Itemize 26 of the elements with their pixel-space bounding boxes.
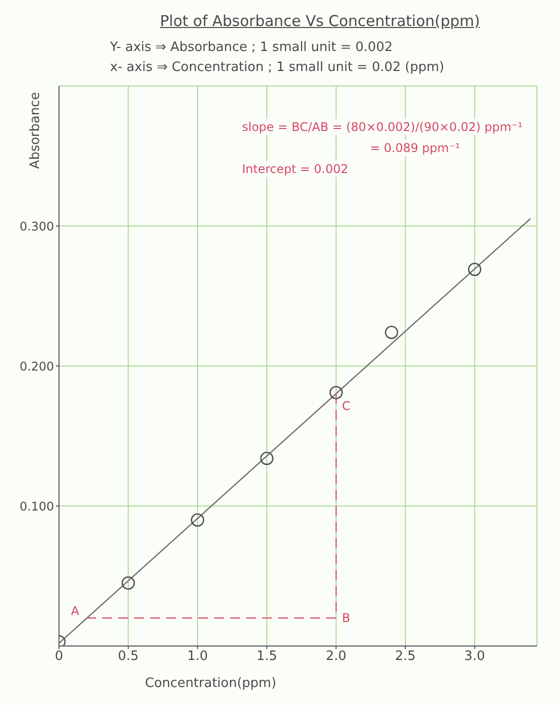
annotation: Intercept = 0.002 [240, 161, 350, 177]
y-tick-label: 0.300 [20, 219, 54, 234]
annotation: slope = BC/AB = (80×0.002)/(90×0.02) ppm⁻¹ [240, 119, 525, 135]
x-tick-label: 0.5 [118, 649, 139, 664]
chart-subtitle: Y- axis ⇒ Absorbance ; 1 small unit = 0.002 x- axis ⇒ Concentration ; 1 small unit = 0.02 (ppm) [110, 40, 444, 75]
x-tick-label: 0 [54, 649, 64, 664]
point [260, 452, 274, 466]
point [190, 513, 204, 527]
x-tick-label: 2.5 [395, 649, 416, 664]
annotation: B [342, 611, 350, 625]
x-tick-label: 1.0 [187, 649, 208, 664]
point [329, 386, 343, 400]
x-tick-label: 1.5 [256, 649, 278, 664]
y-tick-label: 0.100 [20, 499, 54, 514]
x-tick-label: 3.0 [464, 649, 485, 664]
x-tick-label: 2.0 [326, 649, 346, 664]
point [384, 326, 398, 340]
annotation: A [71, 604, 80, 618]
y-axis-title: Absorbance [28, 92, 43, 169]
x-axis-title: Concentration(ppm) [145, 676, 276, 691]
point [122, 576, 135, 590]
point [468, 262, 482, 276]
y-tick-label: 0.200 [20, 359, 54, 374]
annotation: = 0.089 ppm⁻¹ [368, 140, 462, 156]
annotation: C [342, 399, 350, 413]
chart-title: Plot of Absorbance Vs Concentration(ppm) [159, 12, 481, 30]
